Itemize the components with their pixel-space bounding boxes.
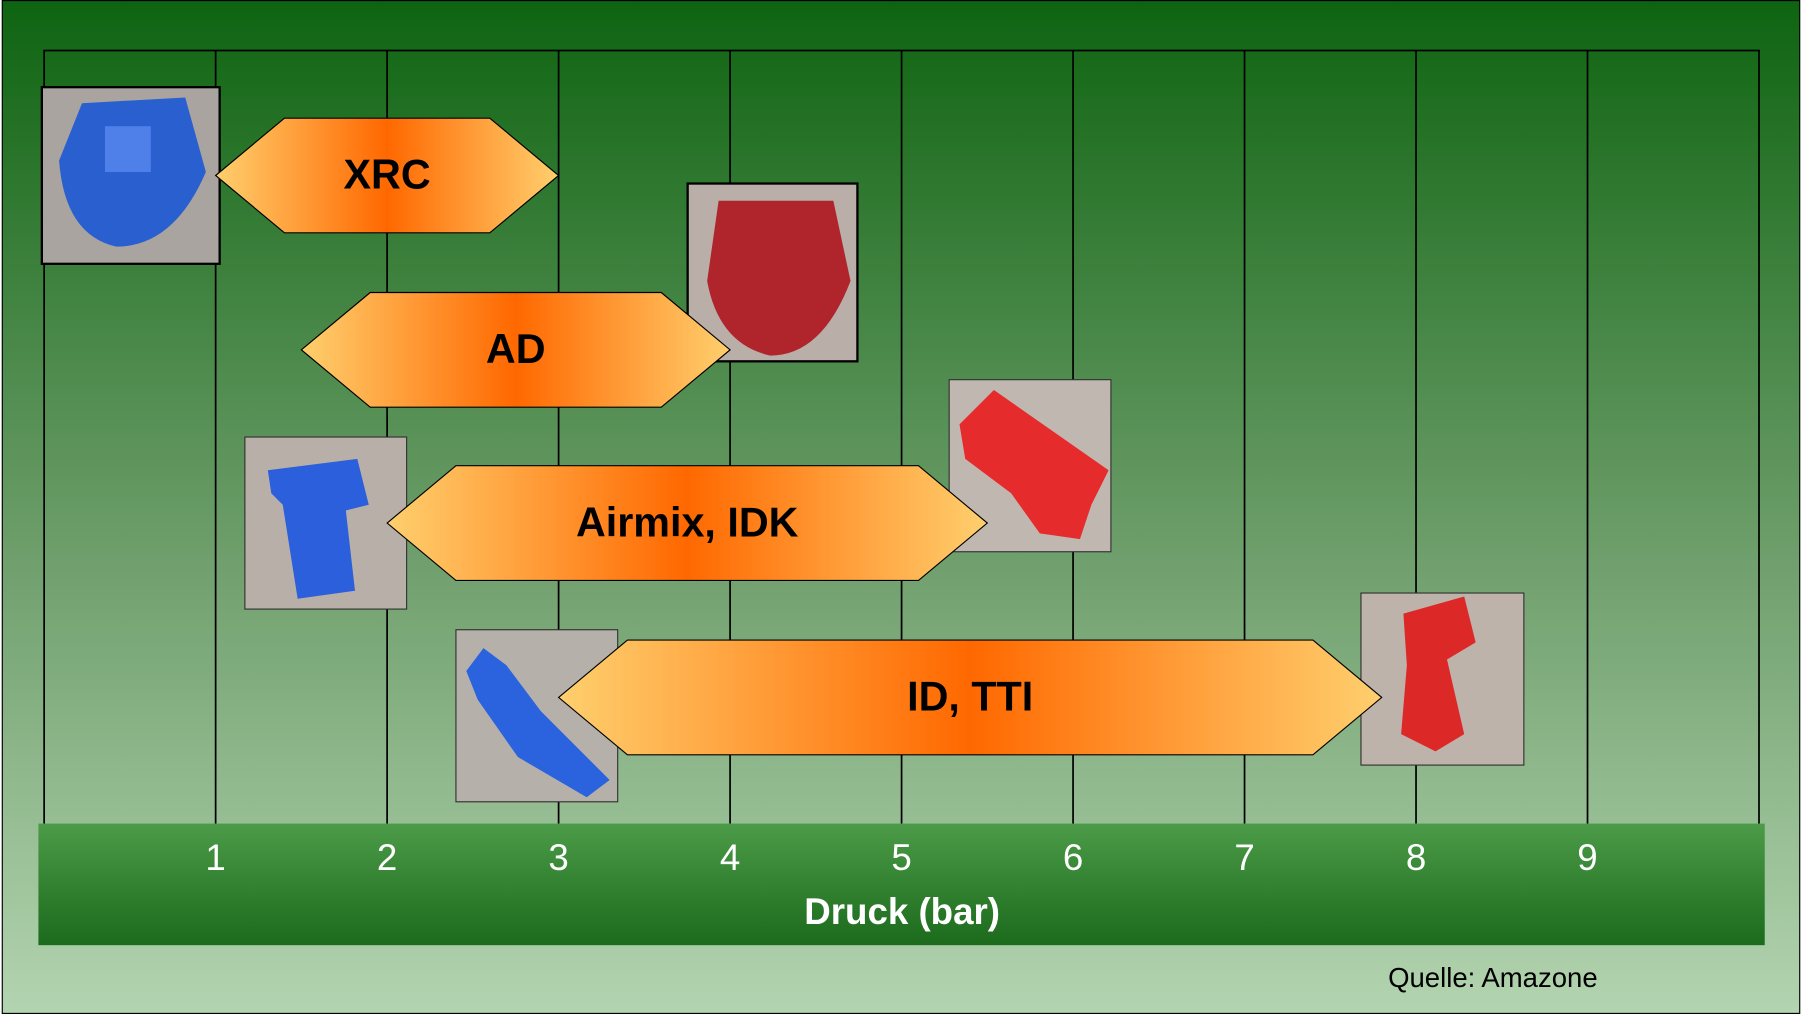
x-tick-label: 1	[205, 837, 225, 878]
photo	[40, 86, 221, 265]
plot: XRC AD Airmix, IDK ID, TTI	[214, 117, 1383, 756]
x-tick-label: 4	[720, 837, 740, 878]
range-bar	[386, 465, 989, 581]
axis-band	[38, 823, 1765, 946]
x-tick-label: 9	[1577, 837, 1597, 878]
range-label: Airmix, IDK	[576, 499, 799, 545]
x-tick-label: 7	[1234, 837, 1254, 878]
range-bar	[300, 291, 731, 408]
photo	[686, 182, 859, 363]
x-tick-label: 8	[1406, 837, 1426, 878]
x-tick-label: 2	[377, 837, 397, 878]
photo	[1360, 592, 1525, 766]
x-axis: 1 2 3 4 5 6 7 8 9	[205, 837, 1597, 878]
range-label: AD	[486, 326, 546, 372]
range-bar	[557, 639, 1383, 756]
range-label: XRC	[344, 152, 431, 198]
x-axis-title: Druck (bar)	[804, 891, 1000, 932]
x-tick-label: 5	[891, 837, 911, 878]
x-tick-label: 6	[1063, 837, 1083, 878]
x-tick-label: 3	[548, 837, 568, 878]
range-label: ID, TTI	[907, 674, 1033, 720]
photo	[244, 436, 408, 610]
source-note: Quelle: Amazone	[1388, 962, 1598, 993]
range-bar	[214, 117, 560, 234]
photo	[455, 629, 619, 803]
